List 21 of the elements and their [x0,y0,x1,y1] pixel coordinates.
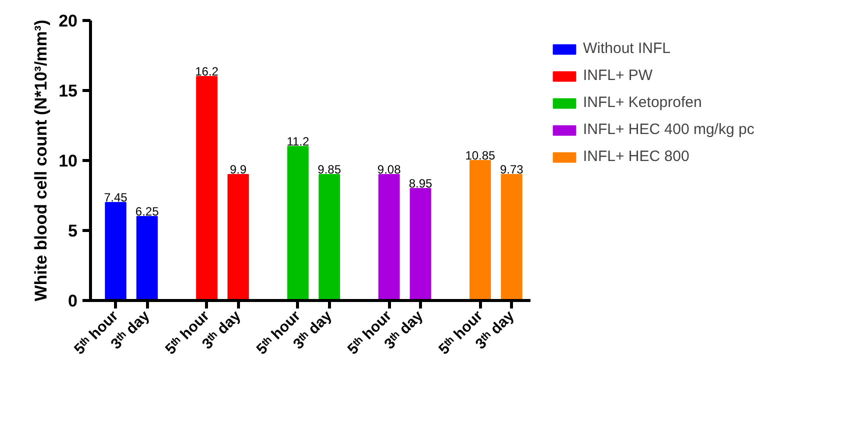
legend-label: INFL+ HEC 400 mg/kg pc [583,121,754,138]
text: 10.85 [465,148,496,162]
y-axis-title: White blood cell count (N*10³/mm³) [32,20,51,302]
y-tick-label: 5 [68,222,78,240]
legend-label: INFL+ Ketoprofen [583,94,702,111]
text: 11.2 [286,134,310,148]
legend-label: Without INFL [583,40,671,57]
text: 9.9 [230,162,247,176]
text: 9.85 [318,162,342,176]
legend-label: INFL+ PW [583,67,653,84]
text: 7.45 [104,190,128,204]
text: 6.25 [135,204,159,218]
y-tick-label: 0 [68,292,78,310]
y-tick-label: 15 [58,82,78,100]
text: 8.95 [408,176,432,190]
y-tick-label: 10 [58,152,78,170]
legend-label: INFL+ HEC 800 [583,148,690,165]
text: 16.2 [195,64,218,78]
text: 9.08 [377,162,401,176]
text: 9.73 [500,162,524,176]
y-tick-label: 20 [58,12,78,30]
